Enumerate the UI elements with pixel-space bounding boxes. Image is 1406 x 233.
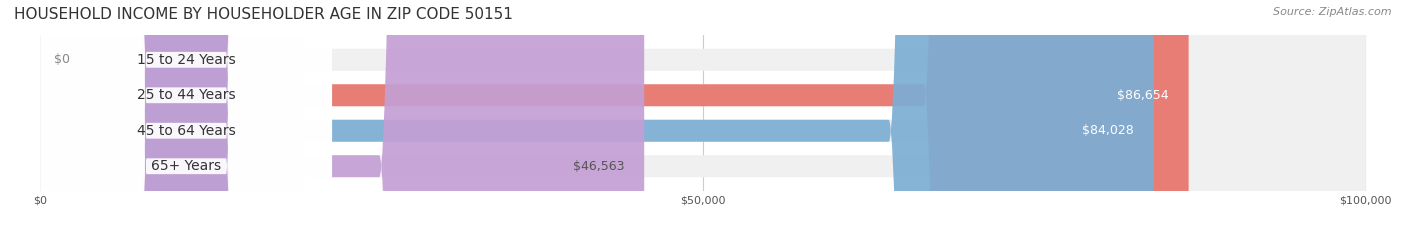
- Text: $84,028: $84,028: [1083, 124, 1135, 137]
- Text: 25 to 44 Years: 25 to 44 Years: [136, 88, 236, 102]
- FancyBboxPatch shape: [41, 0, 1365, 233]
- Text: $0: $0: [53, 53, 70, 66]
- FancyBboxPatch shape: [41, 0, 332, 233]
- FancyBboxPatch shape: [41, 0, 332, 233]
- Text: $46,563: $46,563: [572, 160, 624, 173]
- Text: Source: ZipAtlas.com: Source: ZipAtlas.com: [1274, 7, 1392, 17]
- FancyBboxPatch shape: [41, 0, 644, 233]
- FancyBboxPatch shape: [41, 0, 332, 233]
- FancyBboxPatch shape: [41, 0, 1154, 233]
- Text: 45 to 64 Years: 45 to 64 Years: [136, 124, 236, 138]
- FancyBboxPatch shape: [41, 0, 1365, 233]
- FancyBboxPatch shape: [41, 0, 1188, 233]
- FancyBboxPatch shape: [41, 0, 332, 233]
- FancyBboxPatch shape: [41, 0, 1365, 233]
- Text: 15 to 24 Years: 15 to 24 Years: [136, 53, 236, 67]
- FancyBboxPatch shape: [41, 0, 1365, 233]
- Text: $86,654: $86,654: [1118, 89, 1168, 102]
- Text: HOUSEHOLD INCOME BY HOUSEHOLDER AGE IN ZIP CODE 50151: HOUSEHOLD INCOME BY HOUSEHOLDER AGE IN Z…: [14, 7, 513, 22]
- Text: 65+ Years: 65+ Years: [152, 159, 221, 173]
